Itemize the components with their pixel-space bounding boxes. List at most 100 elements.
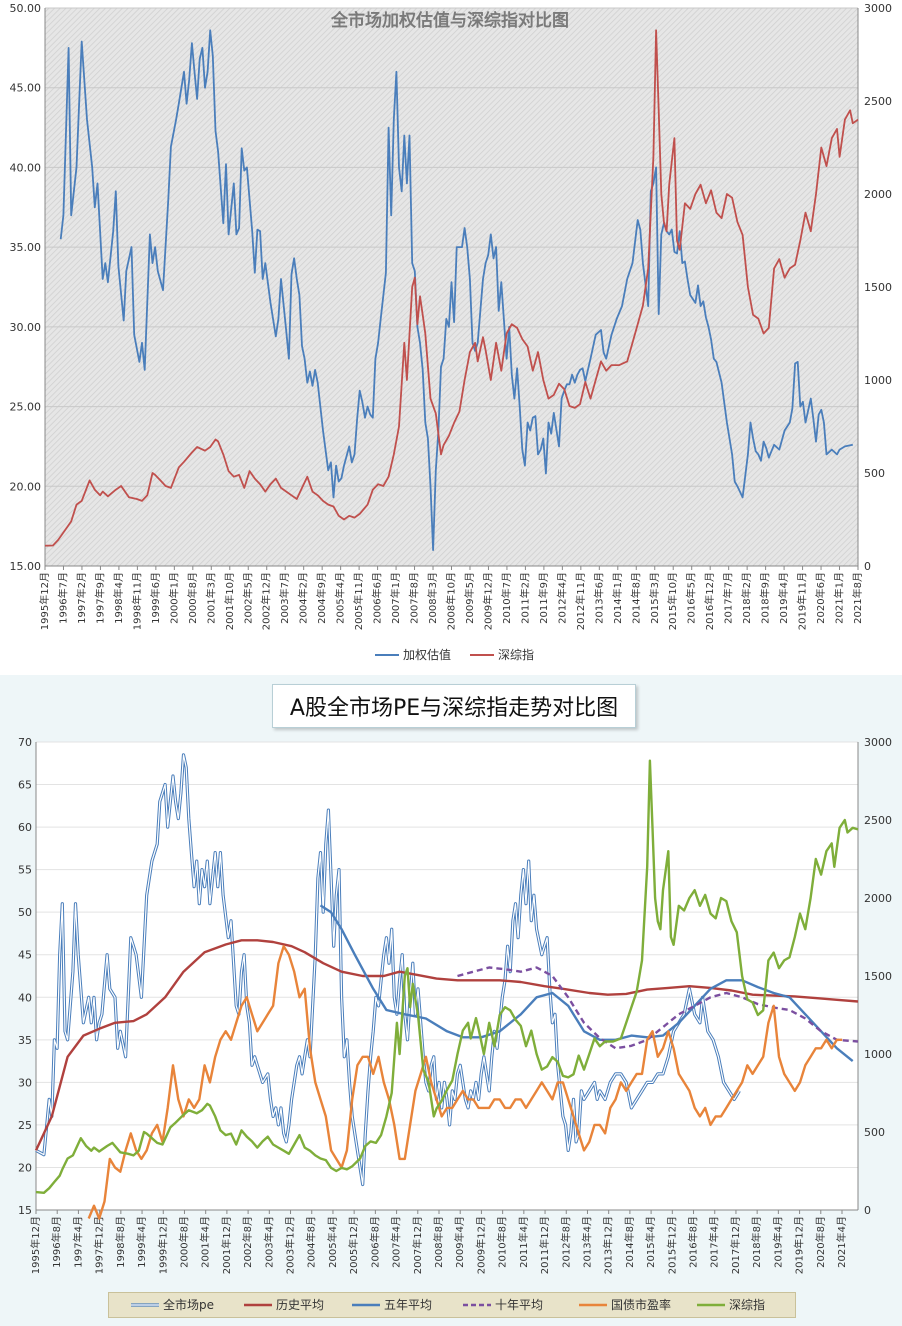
x-tick-label: 2000年8月 [177,1216,190,1268]
x-tick-label: 2007年12月 [411,1216,424,1274]
x-tick-label: 1999年12月 [156,1216,169,1274]
x-tick-label: 1997年12月 [93,1216,106,1274]
y-left-tick-label: 50 [18,906,32,919]
y-right-tick-label: 2500 [864,814,892,827]
y-left-tick-label: 30.00 [10,321,42,334]
x-tick-label: 1999年6月 [149,572,162,624]
x-tick-label: 1999年4月 [135,1216,148,1268]
x-tick-label: 2016年8月 [687,1216,700,1268]
x-tick-label: 2012年8月 [559,1216,572,1268]
x-tick-label: 2001年4月 [199,1216,212,1268]
x-tick-label: 2009年5月 [463,572,476,624]
chart-1-title: 全市场加权估值与深综指对比图 [330,10,569,31]
legend-label: 历史平均 [276,1298,324,1312]
y-left-tick-label: 65 [18,779,32,792]
x-tick-label: 2009年12月 [474,1216,487,1274]
x-tick-label: 2019年12月 [793,1216,806,1274]
y-left-tick-label: 25 [18,1119,32,1132]
series-4-line [87,945,843,1220]
legend-label: 国债市盈率 [611,1297,671,1312]
legend-label: 十年平均 [495,1298,543,1312]
chart-2-title: A股全市场PE与深综指走势对比图 [272,684,636,728]
y-right-tick-label: 1000 [864,1048,892,1061]
x-tick-label: 1996年8月 [50,1216,63,1268]
chart-2-pe-vs-szse: 15 20 25 30 35 40 45 50 55 60 65 70 0 500 1000 1500 200… [18,736,892,1274]
legend-label: 全市场pe [163,1297,214,1312]
y-right-tick-label: 2000 [864,892,892,905]
x-tick-label: 2018年2月 [740,572,753,624]
x-tick-label: 1998年4月 [112,572,125,624]
x-tick-label: 2013年4月 [580,1216,593,1268]
x-tick-label: 2003年12月 [284,1216,297,1274]
x-tick-label: 2016年5月 [685,572,698,624]
x-tick-label: 2005年4月 [334,572,347,624]
x-tick-label: 2005年12月 [347,1216,360,1274]
series-0-line [35,754,740,1186]
x-tick-label: 2021年1月 [833,572,846,624]
y-right-tick-label: 0 [864,1204,871,1217]
x-tick-label: 2014年8月 [623,1216,636,1268]
y-left-tick-label: 15 [18,1204,32,1217]
x-tick-label: 1998年8月 [114,1216,127,1268]
x-tick-label: 2017年7月 [722,572,735,624]
x-tick-label: 2005年4月 [326,1216,339,1268]
x-tick-label: 2006年6月 [371,572,384,624]
x-tick-label: 2019年4月 [777,572,790,624]
x-tick-label: 2015年4月 [644,1216,657,1268]
x-tick-label: 2008年10月 [445,572,458,630]
y-right-tick-label: 3000 [864,736,892,749]
x-tick-label: 2000年1月 [167,572,180,624]
x-tick-label: 2009年4月 [453,1216,466,1268]
y-left-tick-label: 20 [18,1161,32,1174]
x-tick-label: 1998年11月 [130,572,143,630]
x-tick-label: 2001年12月 [220,1216,233,1274]
x-tick-label: 2015年10月 [666,572,679,630]
y-left-tick-label: 45 [18,949,32,962]
x-tick-label: 2021年4月 [835,1216,848,1268]
x-tick-label: 2017年12月 [729,1216,742,1274]
x-tick-label: 1996年7月 [56,572,69,624]
y-left-tick-label: 70 [18,736,32,749]
chart-2-legend: 全市场pe 历史平均 五年平均 十年平均 国债市盈率 深综指 [108,1292,796,1318]
x-tick-label: 2017年4月 [708,1216,721,1268]
y-right-tick-label: 2000 [864,188,892,201]
x-tick-label: 2020年6月 [814,572,827,624]
y-right-tick-label: 500 [864,1126,885,1139]
x-tick-label: 1995年12月 [29,1216,42,1274]
x-tick-label: 2012年11月 [574,572,587,630]
y-left-tick-label: 25.00 [10,401,42,414]
legend-label: 深综指 [729,1297,765,1312]
x-tick-label: 2014年8月 [629,572,642,624]
chart-2-container: 15 20 25 30 35 40 45 50 55 60 65 70 0 500 1000 1500 200… [0,675,902,1326]
y-left-tick-label: 40.00 [10,161,42,174]
x-tick-label: 1997年4月 [71,1216,84,1268]
x-tick-label: 2003年4月 [262,1216,275,1268]
x-tick-label: 2007年4月 [390,1216,403,1268]
x-tick-label: 2004年8月 [305,1216,318,1268]
x-tick-label: 2010年8月 [496,1216,509,1268]
x-tick-label: 2013年12月 [602,1216,615,1274]
x-tick-label: 2006年8月 [368,1216,381,1268]
series-5-line [35,759,859,1194]
y-left-tick-label: 45.00 [10,82,42,95]
x-tick-label: 2011年4月 [517,1216,530,1268]
x-tick-label: 2007年8月 [408,572,421,624]
y-left-tick-label: 35 [18,1034,32,1047]
x-tick-label: 2015年12月 [665,1216,678,1274]
series-3-line [457,966,859,1050]
x-tick-label: 2007年1月 [389,572,402,624]
y-right-tick-label: 1500 [864,281,892,294]
x-tick-label: 2013年6月 [592,572,605,624]
y-left-tick-label: 15.00 [10,560,42,573]
y-left-tick-label: 60 [18,821,32,834]
x-tick-label: 2004年9月 [315,572,328,624]
x-tick-label: 2015年3月 [648,572,661,624]
y-right-tick-label: 2500 [864,95,892,108]
y-left-tick-label: 55 [18,864,32,877]
x-tick-label: 2018年9月 [759,572,772,624]
x-tick-label: 1997年2月 [75,572,88,624]
y-right-tick-label: 1500 [864,970,892,983]
y-left-tick-label: 30 [18,1076,32,1089]
x-tick-label: 2003年7月 [278,572,291,624]
x-tick-label: 2002年12月 [260,572,273,630]
